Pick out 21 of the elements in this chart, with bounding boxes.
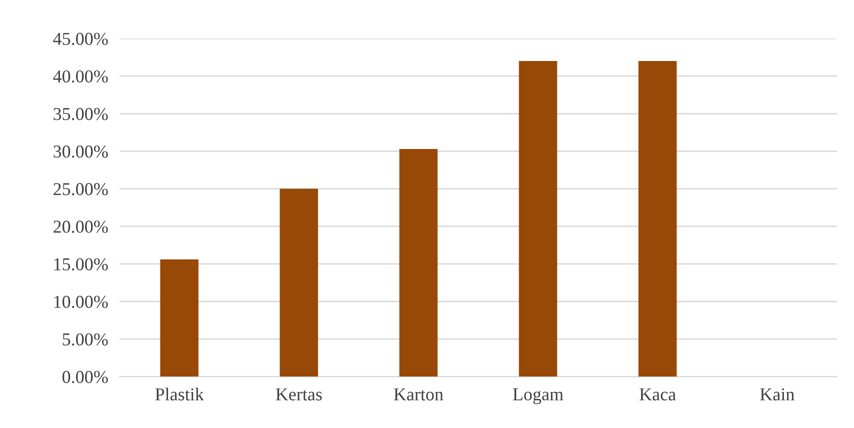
y-tick-label: 10.00% bbox=[54, 296, 108, 308]
bar bbox=[638, 61, 677, 377]
y-tick-label: 40.00% bbox=[53, 70, 108, 83]
x-tick-label: Karton bbox=[394, 388, 444, 400]
y-tick-label: 15.00% bbox=[54, 258, 108, 270]
x-tick-label: Plastik bbox=[155, 388, 204, 400]
x-tick-label: Kain bbox=[760, 388, 794, 400]
y-tick-label: 0.00% bbox=[62, 370, 108, 384]
x-tick-label: Logam bbox=[512, 388, 564, 404]
x-tick-label: Kaca bbox=[640, 388, 676, 400]
y-tick-label: 35.00% bbox=[54, 108, 108, 120]
x-tick-label: Kertas bbox=[276, 388, 322, 400]
bar bbox=[399, 148, 438, 377]
y-tick-label: 30.00% bbox=[54, 145, 108, 158]
y-tick-label: 20.00% bbox=[54, 220, 108, 233]
bar bbox=[160, 259, 198, 377]
bar bbox=[280, 188, 318, 377]
y-tick-label: 45.00% bbox=[53, 32, 108, 46]
bar bbox=[518, 61, 558, 377]
y-tick-label: 5.00% bbox=[62, 333, 108, 346]
y-tick-label: 25.00% bbox=[54, 183, 108, 196]
